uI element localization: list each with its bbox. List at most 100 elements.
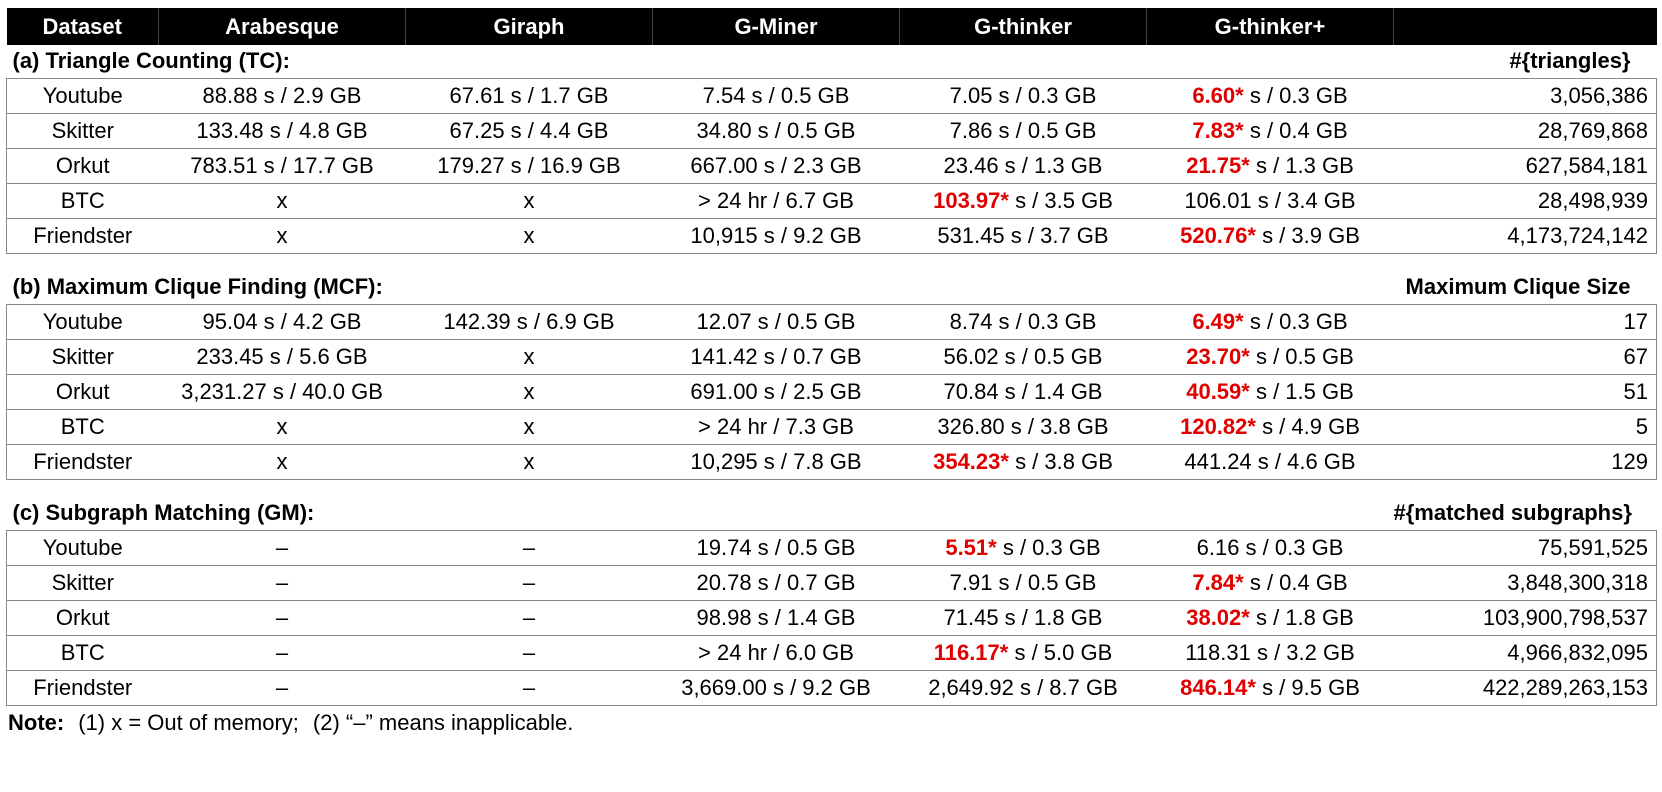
arabesque-cell: – [158,530,406,566]
g-thinker-cell: 103.97* s / 3.5 GB [899,183,1147,219]
results-table: Dataset Arabesque Giraph G-Miner G-think… [6,8,1657,706]
best-time-value: 7.84* [1192,569,1244,595]
g-thinker-cell: 2,649.92 s / 8.7 GB [899,670,1147,706]
time-memory-rest: s / 0.3 GB [996,534,1101,560]
time-memory-rest: s / 1.3 GB [1249,152,1354,178]
g-miner-cell: 3,669.00 s / 9.2 GB [652,670,900,706]
g-thinker-plus-cell: 38.02* s / 1.8 GB [1146,600,1394,636]
dataset-cell: Orkut [6,600,159,636]
time-memory-rest: s / 0.5 GB [1249,343,1354,369]
dataset-cell: Friendster [6,444,159,480]
arabesque-cell: – [158,565,406,601]
best-time-value: 520.76* [1180,222,1256,248]
g-thinker-cell: 8.74 s / 0.3 GB [899,304,1147,340]
count-cell: 627,584,181 [1393,148,1657,184]
table-row: Orkut 3,231.27 s / 40.0 GB x 691.00 s / 2.5… [6,374,1657,410]
best-time-value: 40.59* [1186,378,1250,404]
g-thinker-plus-cell: 106.01 s / 3.4 GB [1146,183,1394,219]
column-header-g-miner: G-Miner [652,8,900,45]
g-thinker-plus-cell: 6.60* s / 0.3 GB [1146,78,1394,114]
count-cell: 28,498,939 [1393,183,1657,219]
dataset-cell: BTC [6,183,159,219]
best-time-value: 6.60* [1192,82,1244,108]
g-miner-cell: 691.00 s / 2.5 GB [652,374,900,410]
table-row: BTC x x > 24 hr / 6.7 GB 103.97* s / 3.5 GB 1… [6,183,1657,219]
arabesque-cell: x [158,218,406,254]
count-cell: 4,966,832,095 [1393,635,1657,671]
best-time-value: 103.97* [933,187,1009,213]
time-memory-rest: s / 0.4 GB [1243,569,1348,595]
g-miner-cell: 7.54 s / 0.5 GB [652,78,900,114]
column-header-dataset: Dataset [6,8,159,45]
best-time-value: 7.83* [1192,117,1244,143]
arabesque-cell: x [158,183,406,219]
arabesque-cell: 133.48 s / 4.8 GB [158,113,406,149]
table-row: Skitter 133.48 s / 4.8 GB 67.25 s / 4.4 GB… [6,113,1657,149]
count-cell: 28,769,868 [1393,113,1657,149]
g-miner-cell: 10,915 s / 9.2 GB [652,218,900,254]
dataset-cell: Friendster [6,218,159,254]
column-header-g-thinker: G-thinker [899,8,1147,45]
giraph-cell: x [405,444,653,480]
time-memory-rest: s / 9.5 GB [1255,674,1360,700]
giraph-cell: x [405,409,653,445]
dataset-cell: Skitter [6,565,159,601]
time-memory-rest: s / 5.0 GB [1008,639,1113,665]
g-thinker-cell: 23.46 s / 1.3 GB [899,148,1147,184]
giraph-cell: – [405,565,653,601]
arabesque-cell: 783.51 s / 17.7 GB [158,148,406,184]
g-thinker-cell: 56.02 s / 0.5 GB [899,339,1147,375]
table-row: Orkut 783.51 s / 17.7 GB 179.27 s / 16.9 G… [6,148,1657,184]
count-cell: 4,173,724,142 [1393,218,1657,254]
count-cell: 3,848,300,318 [1393,565,1657,601]
giraph-cell: 142.39 s / 6.9 GB [405,304,653,340]
section-title: (c) Subgraph Matching (GM): [6,497,1394,531]
best-time-value: 116.17* [933,639,1009,665]
g-thinker-cell: 531.45 s / 3.7 GB [899,218,1147,254]
column-header-arabesque: Arabesque [158,8,406,45]
section-count-header: Maximum Clique Size [1393,271,1657,305]
g-thinker-plus-cell: 520.76* s / 3.9 GB [1146,218,1394,254]
time-memory-rest: s / 3.8 GB [1008,448,1113,474]
g-miner-cell: 667.00 s / 2.3 GB [652,148,900,184]
dataset-cell: Friendster [6,670,159,706]
g-miner-cell: 12.07 s / 0.5 GB [652,304,900,340]
dataset-cell: Orkut [6,148,159,184]
section-header-row: (c) Subgraph Matching (GM): #{matched sub… [6,497,1657,531]
table-row: Friendster x x 10,295 s / 7.8 GB 354.23* s /… [6,444,1657,480]
dataset-cell: Youtube [6,530,159,566]
section-spacer [7,479,1657,497]
time-memory-rest: s / 4.9 GB [1255,413,1360,439]
g-thinker-plus-cell: 21.75* s / 1.3 GB [1146,148,1394,184]
table-body: (a) Triangle Counting (TC): #{triangles} Y… [6,45,1657,706]
table-row: Friendster x x 10,915 s / 9.2 GB 531.45 s / … [6,218,1657,254]
section-spacer-cell [7,253,1657,271]
best-time-value: 5.51* [945,534,997,560]
arabesque-cell: – [158,600,406,636]
count-cell: 51 [1393,374,1657,410]
arabesque-cell: x [158,409,406,445]
dataset-cell: Youtube [6,78,159,114]
g-miner-cell: 141.42 s / 0.7 GB [652,339,900,375]
dataset-cell: Orkut [6,374,159,410]
g-thinker-cell: 326.80 s / 3.8 GB [899,409,1147,445]
note-item-out-of-memory: (1) x = Out of memory; [78,709,299,735]
g-miner-cell: 20.78 s / 0.7 GB [652,565,900,601]
count-cell: 422,289,263,153 [1393,670,1657,706]
g-thinker-plus-cell: 7.84* s / 0.4 GB [1146,565,1394,601]
g-thinker-plus-cell: 23.70* s / 0.5 GB [1146,339,1394,375]
g-thinker-cell: 7.91 s / 0.5 GB [899,565,1147,601]
arabesque-cell: – [158,670,406,706]
g-thinker-plus-cell: 7.83* s / 0.4 GB [1146,113,1394,149]
column-header-count [1394,8,1657,45]
best-time-value: 354.23* [933,448,1009,474]
g-miner-cell: > 24 hr / 6.7 GB [652,183,900,219]
g-miner-cell: 98.98 s / 1.4 GB [652,600,900,636]
results-table-container: Dataset Arabesque Giraph G-Miner G-think… [6,8,1657,736]
g-thinker-plus-cell: 120.82* s / 4.9 GB [1146,409,1394,445]
g-miner-cell: > 24 hr / 6.0 GB [652,635,900,671]
dataset-cell: Skitter [6,339,159,375]
table-header: Dataset Arabesque Giraph G-Miner G-think… [6,8,1657,45]
section-spacer [7,253,1657,271]
dataset-cell: Skitter [6,113,159,149]
